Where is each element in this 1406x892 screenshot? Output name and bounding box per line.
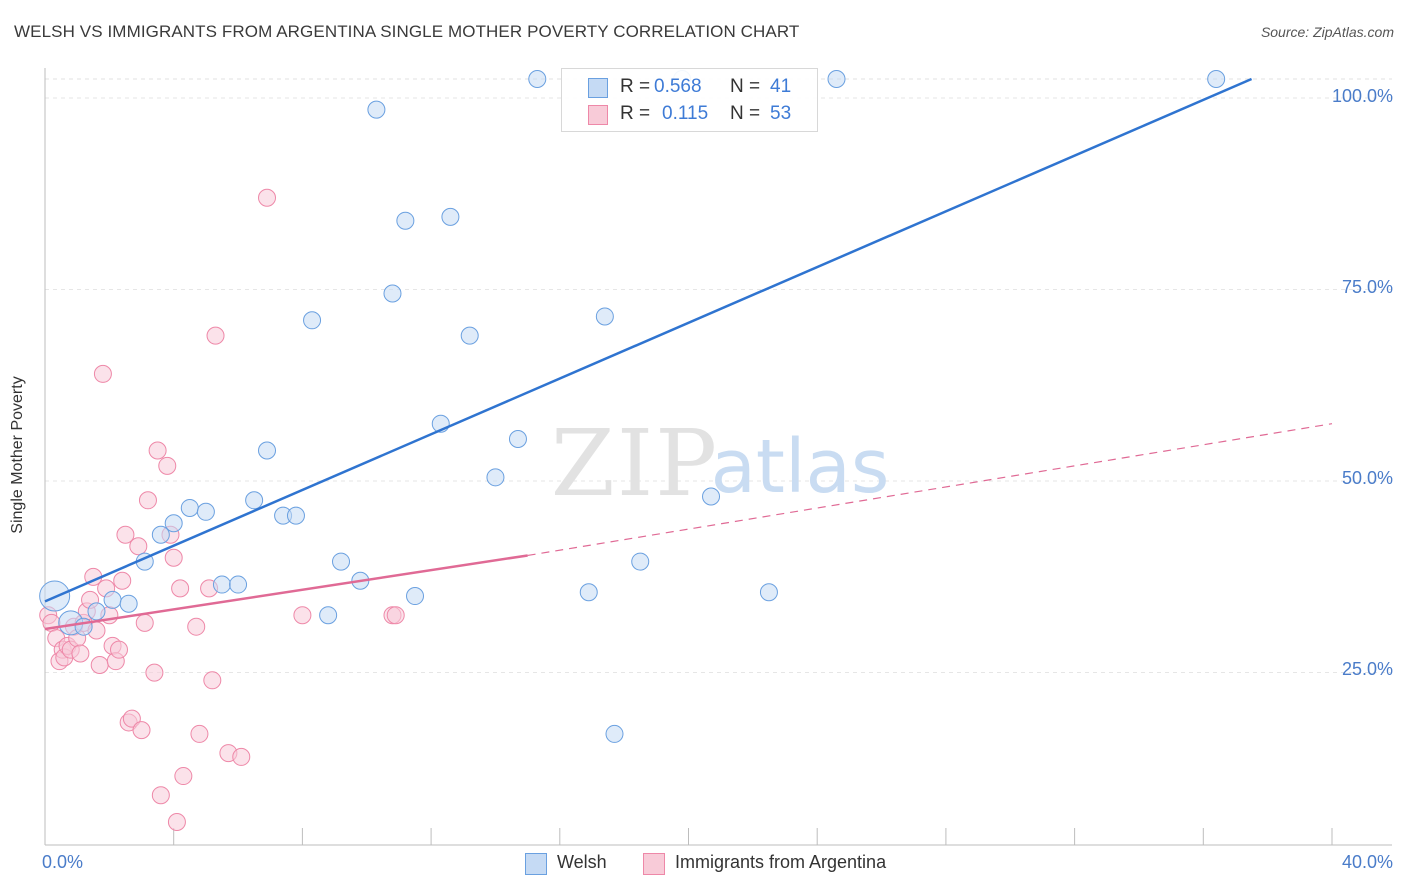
legend-n-value: 53 [770,103,792,124]
watermark-atlas: atlas [711,424,890,510]
watermark-zip: ZIP [551,410,719,517]
welsh-point [212,575,231,594]
argentina-point [187,617,206,636]
welsh-point [164,514,183,533]
argentina-point [151,786,170,805]
series-welsh-points [39,70,1226,743]
welsh-point [151,525,170,544]
welsh-point [508,430,527,449]
welsh-point [396,211,415,230]
chart-title: WELSH VS IMMIGRANTS FROM ARGENTINA SINGL… [14,22,800,41]
argentina-point [135,613,154,632]
argentina-point [145,663,164,682]
welsh-trend-line [44,77,1253,603]
legend-box: R = 0.568 N = 41 R = 0.115 N = 53 [561,68,818,132]
argentina-point [174,767,193,786]
argentina-point [258,188,277,207]
welsh-point [759,583,778,602]
welsh-point [103,590,122,609]
welsh-point [528,70,547,88]
x-tick-label: 40.0% [1341,852,1393,872]
welsh-point [383,284,402,303]
legend-n-label: N = [730,103,761,124]
welsh-point [605,724,624,743]
welsh-point [367,100,386,119]
argentina-point [164,548,183,567]
welsh-point [286,506,305,525]
argentina-point [190,724,209,743]
series-argentina-points [39,188,405,832]
legend-r-label: R = [620,103,651,124]
argentina-point [90,655,109,674]
axes [44,68,1392,846]
argentina-point [232,747,251,766]
y-axis-label: Single Mother Poverty [9,376,26,534]
argentina-point [158,456,177,475]
argentina-trend-line [44,554,528,631]
argentina-point [167,813,186,832]
welsh-point [119,594,138,613]
x-tick-label: 0.0% [42,852,84,872]
welsh-legend-swatch [525,853,547,875]
argentina-point [148,441,167,460]
argentina-point [93,364,112,383]
welsh-point [180,498,199,517]
legend-n-label: N = [730,76,761,97]
argentina-point [110,640,129,659]
welsh-point [245,491,264,510]
welsh-point [196,502,215,521]
watermark: ZIP atlas [551,410,890,517]
argentina-point [132,721,151,740]
welsh-legend-label: Welsh [557,852,607,872]
y-tick-label: 75.0% [1341,277,1393,297]
welsh-point [406,587,425,606]
argentina-point [122,709,141,728]
welsh-point [74,617,93,636]
argentina-point [203,671,222,690]
welsh-point [303,311,322,330]
argentina-trend-line [527,423,1333,557]
argentina-point [386,606,405,625]
welsh-swatch [588,78,608,98]
welsh-point [258,441,277,460]
welsh-point [460,326,479,345]
welsh-point [827,70,846,88]
legend-r-value: 0.568 [654,76,702,97]
welsh-point [441,207,460,226]
argentina-point [129,537,148,556]
welsh-point [631,552,650,571]
argentina-legend-label: Immigrants from Argentina [675,852,887,872]
argentina-point [293,606,312,625]
welsh-point [486,468,505,487]
legend-row-welsh: R = 0.568 N = 41 [562,73,817,101]
y-tick-label: 100.0% [1331,86,1393,106]
argentina-point [206,326,225,345]
legend-r-label: R = [620,76,651,97]
welsh-point [319,606,338,625]
welsh-point [332,552,351,571]
welsh-point [1207,70,1226,88]
argentina-legend-swatch [643,853,665,875]
grid-lines [45,78,1392,673]
welsh-point [702,487,721,506]
welsh-point [229,575,248,594]
chart-source: Source: ZipAtlas.com [1260,24,1394,40]
welsh-point [87,602,106,621]
argentina-point [116,525,135,544]
legend-n-value: 41 [770,76,792,97]
y-tick-label: 25.0% [1341,659,1393,679]
argentina-swatch [588,105,608,125]
y-tick-label: 50.0% [1341,468,1393,488]
argentina-point [171,579,190,598]
argentina-point [71,644,90,663]
legend-r-value: 0.115 [662,103,709,124]
welsh-point [595,307,614,326]
legend-row-argentina: R = 0.115 N = 53 [562,100,817,128]
trend-lines [44,77,1333,631]
argentina-point [113,571,132,590]
welsh-point [579,583,598,602]
argentina-point [138,491,157,510]
